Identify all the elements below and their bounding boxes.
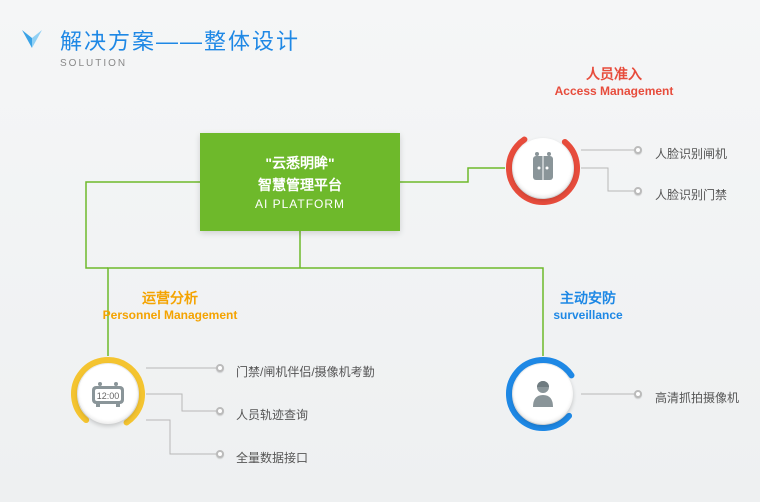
- center-platform-box: "云悉明眸" 智慧管理平台 AI PLATFORM: [200, 133, 400, 231]
- personnel-label: 运营分析 Personnel Management: [80, 288, 260, 322]
- bullet-dot: [634, 146, 642, 154]
- cabinet-icon: [526, 151, 560, 185]
- clock-icon: 12:00: [88, 379, 128, 409]
- personnel-bullet-2: 人员轨迹查询: [236, 406, 308, 423]
- access-bullet-1: 人脸识别闸机: [655, 145, 727, 162]
- surveillance-label-cn: 主动安防: [528, 288, 648, 308]
- surveillance-node: [505, 356, 581, 432]
- bullet-dot: [634, 390, 642, 398]
- personnel-bullet-3: 全量数据接口: [236, 449, 308, 466]
- center-line1: "云悉明眸": [200, 153, 400, 173]
- surveillance-label-en: surveillance: [528, 308, 648, 322]
- bullet-dot: [216, 407, 224, 415]
- person-icon: [528, 377, 558, 411]
- access-label-cn: 人员准入: [534, 64, 694, 84]
- personnel-bullet-1: 门禁/闸机伴侣/摄像机考勤: [236, 363, 375, 380]
- diagram-canvas: "云悉明眸" 智慧管理平台 AI PLATFORM 人员准入 Access Ma…: [0, 0, 760, 502]
- center-line2: 智慧管理平台: [200, 175, 400, 195]
- personnel-label-cn: 运营分析: [80, 288, 260, 308]
- personnel-node: 12:00: [70, 356, 146, 432]
- center-line3: AI PLATFORM: [200, 197, 400, 211]
- surveillance-label: 主动安防 surveillance: [528, 288, 648, 322]
- access-bullet-2: 人脸识别门禁: [655, 186, 727, 203]
- bullet-dot: [216, 450, 224, 458]
- access-label-en: Access Management: [534, 84, 694, 98]
- personnel-label-en: Personnel Management: [80, 308, 260, 322]
- svg-text:12:00: 12:00: [97, 391, 120, 401]
- bullet-dot: [216, 364, 224, 372]
- surveillance-bullet-1: 高清抓拍摄像机: [655, 389, 739, 406]
- access-label: 人员准入 Access Management: [534, 64, 694, 98]
- bullet-dot: [634, 187, 642, 195]
- access-node: [505, 130, 581, 206]
